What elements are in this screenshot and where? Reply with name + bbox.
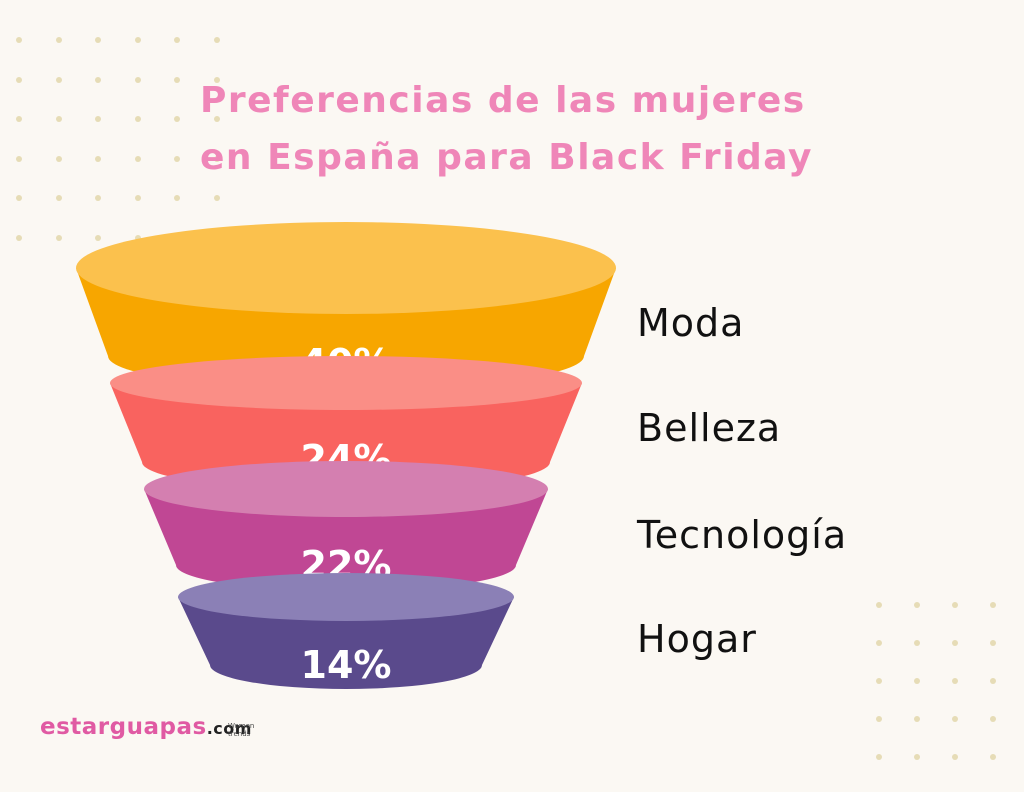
- decorative-dot: [95, 76, 101, 83]
- decorative-dot: [16, 37, 22, 43]
- decorative-dot: [876, 716, 882, 722]
- decorative-dot: [952, 678, 958, 684]
- decorative-dot: [213, 155, 220, 162]
- decorative-dot: [952, 640, 958, 646]
- funnel-chart: 40%24%22%14%: [76, 222, 616, 689]
- brand-tagline: Women trends: [228, 722, 255, 738]
- decorative-dot: [914, 754, 920, 760]
- brand-tld: .com: [206, 719, 252, 738]
- decorative-dot: [952, 754, 958, 760]
- decorative-dot: [16, 76, 22, 83]
- decorative-dot: [134, 37, 141, 43]
- brand-logo: estarguapas.com: [40, 714, 252, 740]
- decorative-dot: [16, 155, 22, 162]
- decorative-dot: [55, 195, 62, 201]
- funnel-segment-top: [110, 356, 582, 410]
- decorative-dot: [55, 37, 62, 43]
- decorative-dot: [95, 155, 101, 162]
- category-label-hogar: Hogar: [637, 617, 757, 661]
- decorative-dot: [134, 116, 141, 122]
- funnel-segment-top: [76, 222, 616, 314]
- decorative-dot: [16, 116, 22, 122]
- funnel-segment-top: [144, 461, 548, 517]
- decorative-dot: [914, 678, 920, 684]
- decorative-dot: [95, 116, 101, 122]
- decorative-dot: [952, 602, 958, 608]
- decorative-dot: [876, 640, 882, 646]
- category-label-moda: Moda: [637, 301, 745, 345]
- decorative-dot: [134, 155, 141, 162]
- decorative-dot: [876, 754, 882, 760]
- decorative-dot: [174, 195, 180, 201]
- decorative-dot: [952, 716, 958, 722]
- decorative-dot: [990, 678, 996, 684]
- decorative-dot: [134, 234, 141, 241]
- decorative-dot: [134, 195, 141, 201]
- decorative-dot: [55, 116, 62, 122]
- decorative-dot: [16, 195, 22, 201]
- decorative-dot: [990, 602, 996, 608]
- decorative-dot: [213, 116, 220, 122]
- decorative-dot: [55, 76, 62, 83]
- decorative-dot: [213, 37, 220, 43]
- funnel-segment-belleza: 24%: [110, 356, 582, 491]
- decorative-dot: [914, 640, 920, 646]
- category-label-tecnología: Tecnología: [637, 513, 848, 557]
- funnel-segment-body: [178, 597, 514, 689]
- decorative-dots-bottom-right: [876, 602, 1024, 792]
- decorative-dot: [990, 754, 996, 760]
- chart-title: Preferencias de las mujeres en España pa…: [200, 80, 813, 178]
- decorative-dot: [55, 155, 62, 162]
- decorative-dot: [95, 195, 101, 201]
- decorative-dot: [174, 76, 180, 83]
- decorative-dot: [990, 716, 996, 722]
- funnel-segment-body: [110, 383, 582, 491]
- decorative-dot: [914, 602, 920, 608]
- decorative-dot: [213, 76, 220, 83]
- decorative-dot: [95, 234, 101, 241]
- decorative-dot: [55, 234, 62, 241]
- brand-name: estarguapas: [40, 714, 207, 740]
- decorative-dot: [213, 195, 220, 201]
- decorative-dot: [876, 602, 882, 608]
- funnel-segment-hogar: 14%: [178, 573, 514, 689]
- decorative-dot: [990, 640, 996, 646]
- decorative-dot: [876, 678, 882, 684]
- decorative-dot: [914, 716, 920, 722]
- decorative-dot: [174, 155, 180, 162]
- decorative-dot: [16, 234, 22, 241]
- decorative-dot: [174, 116, 180, 122]
- decorative-dot: [95, 37, 101, 43]
- decorative-dot: [174, 37, 180, 43]
- decorative-dot: [134, 76, 141, 83]
- funnel-segment-body: [144, 489, 548, 591]
- category-label-belleza: Belleza: [637, 406, 782, 450]
- data-label-hogar: 14%: [301, 643, 392, 687]
- funnel-segment-tecnología: 22%: [144, 461, 548, 591]
- decorative-dots-top-left: [16, 37, 253, 274]
- funnel-segment-top: [178, 573, 514, 621]
